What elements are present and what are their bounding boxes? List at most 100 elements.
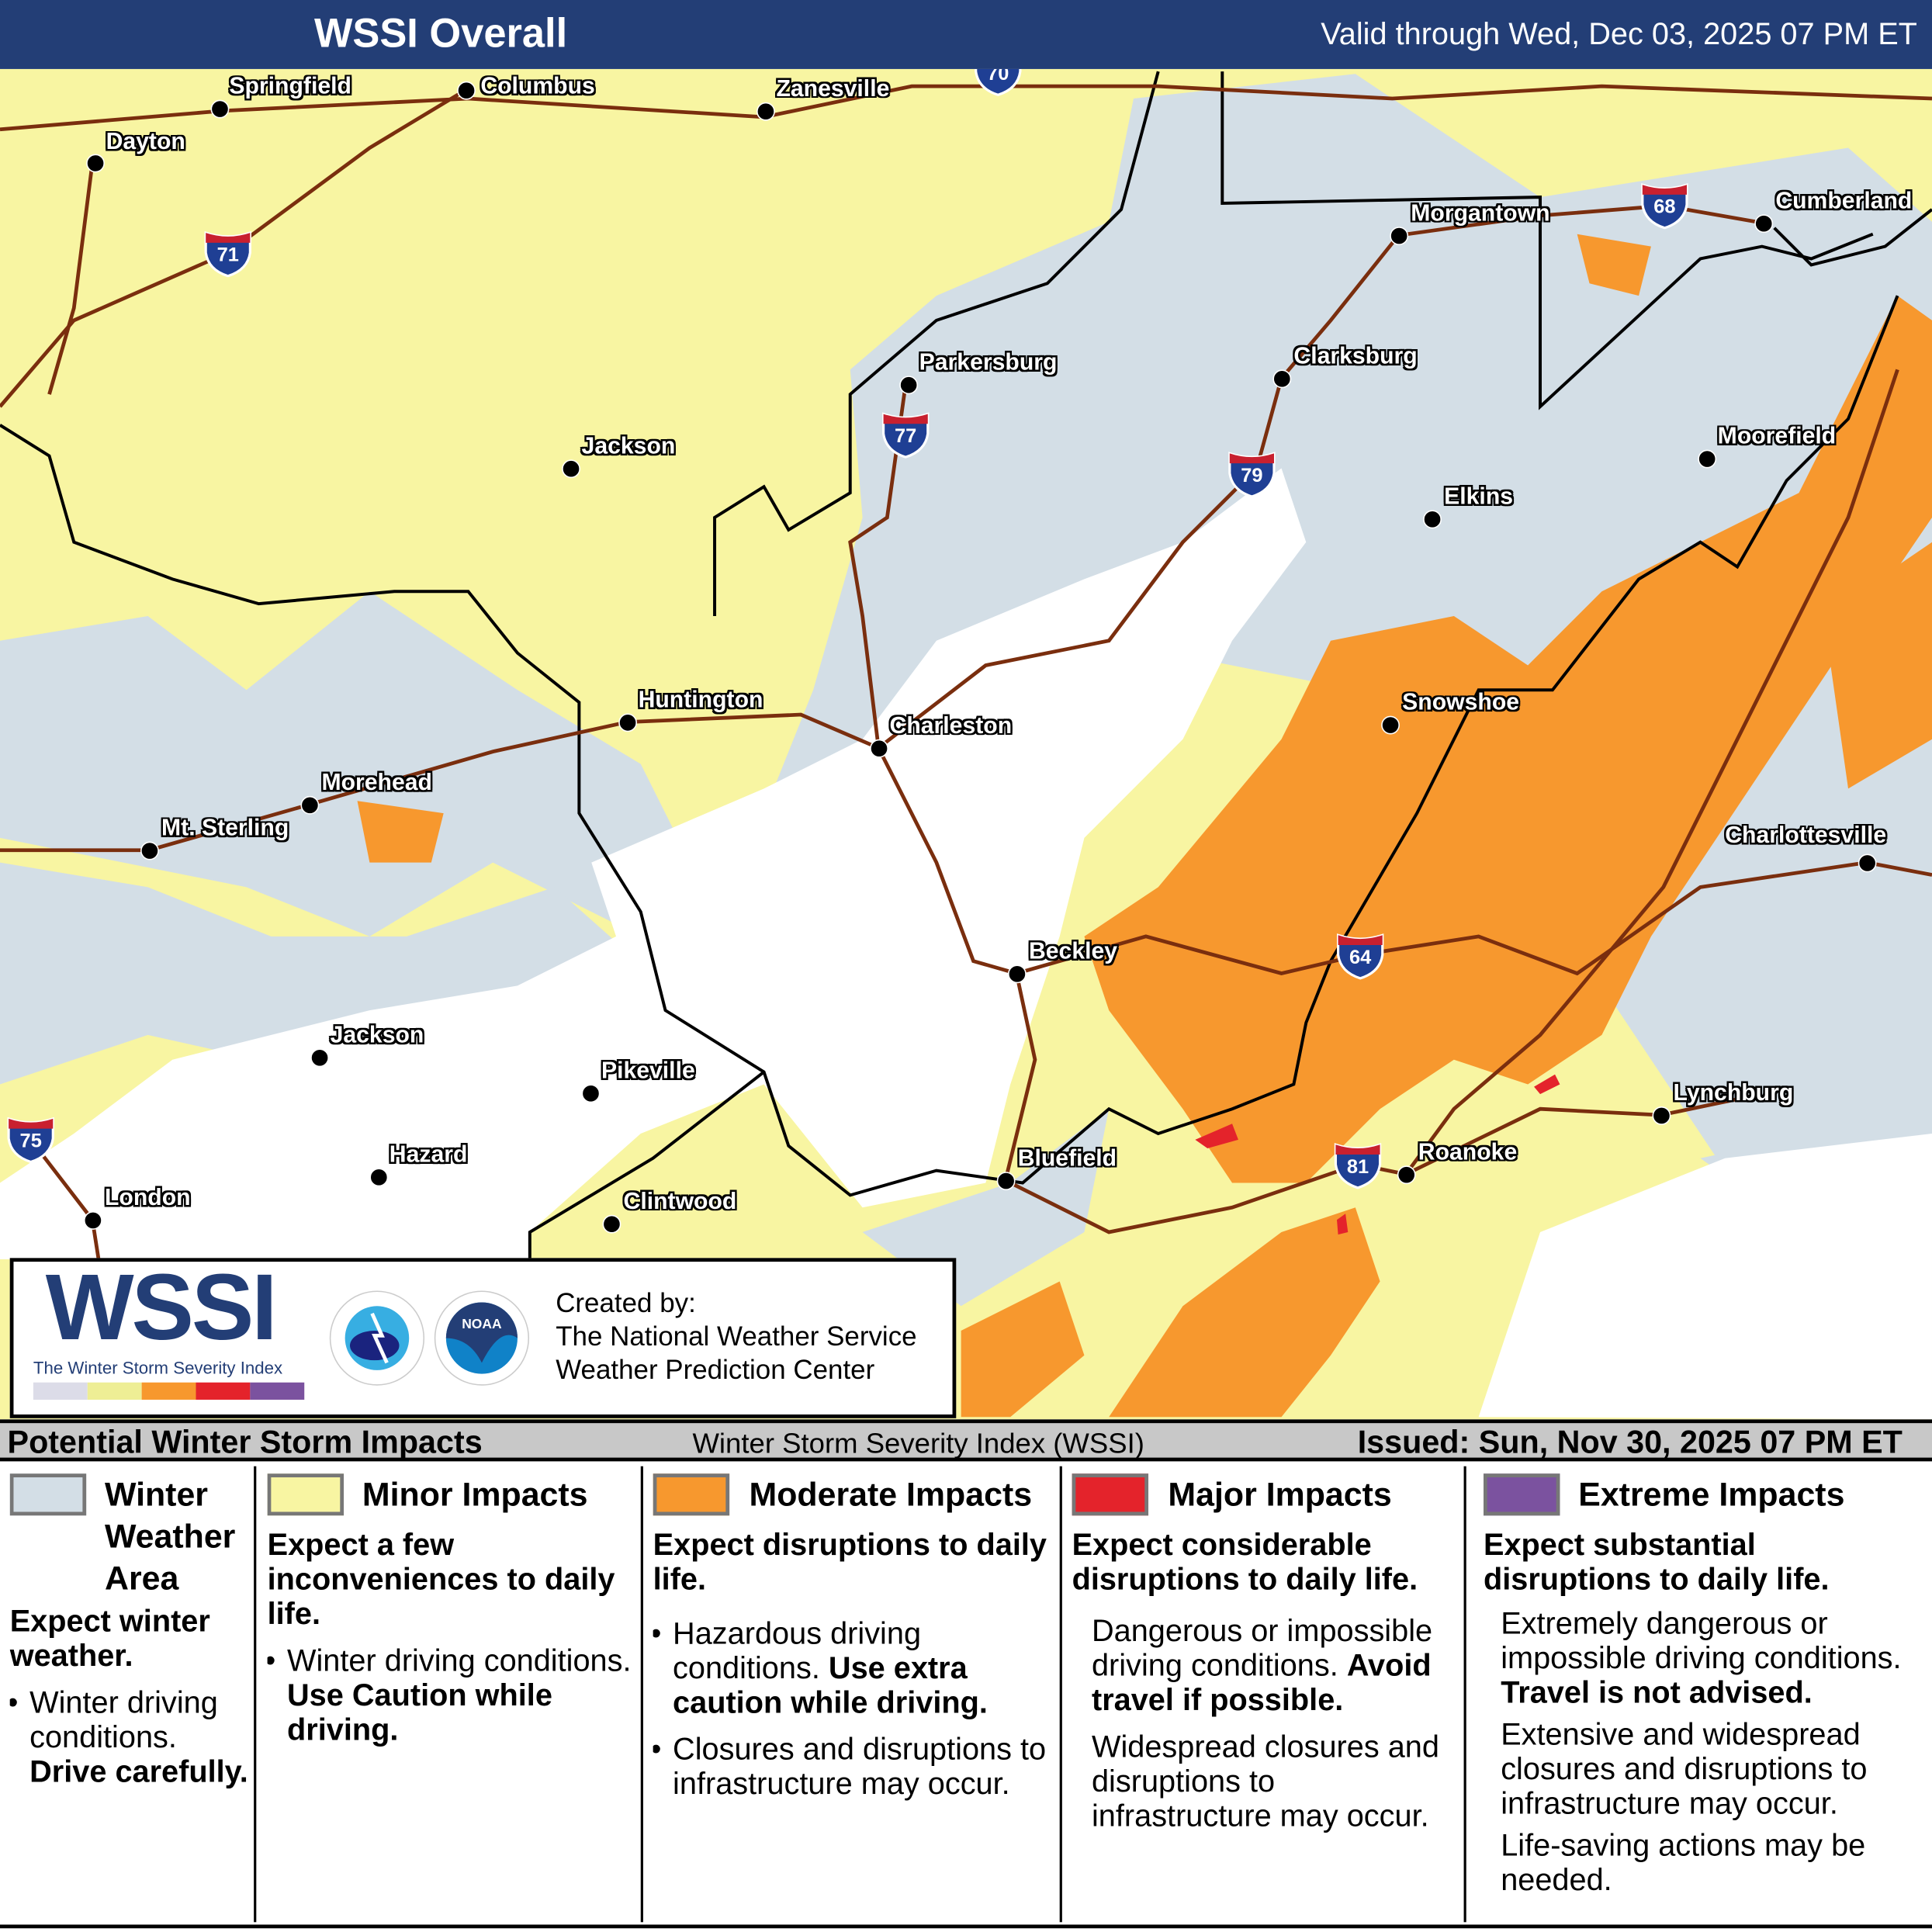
category-name: Major Impacts [1168, 1476, 1392, 1514]
city-marker [899, 376, 919, 395]
city-label: Hazard [389, 1142, 468, 1169]
city-label: Jackson [330, 1023, 424, 1049]
city-label: Cumberland [1775, 188, 1913, 215]
category-detail-1: •Hazardous driving conditions. Use extra… [653, 1616, 988, 1720]
category-summary: Expect substantial disruptions to daily … [1483, 1528, 1830, 1598]
legend-minor-impacts: Minor Impacts Expect a few inconvenience… [267, 1461, 641, 1924]
city-marker [210, 99, 230, 119]
logo-panel: WSSI The Winter Storm Severity Index NOA… [9, 1255, 957, 1418]
city-marker [1381, 715, 1400, 735]
city-label: Huntington [638, 687, 763, 714]
city-marker [1007, 964, 1027, 984]
legend-header: Potential Winter Storm Impacts Winter St… [0, 1419, 1932, 1462]
city-label: Lynchburg [1673, 1080, 1794, 1107]
category-detail-3: Life-saving actions may be needed. [1501, 1828, 1866, 1898]
noaa-seal-icon: NOAA [434, 1290, 530, 1386]
category-summary: Expect disruptions to daily life. [653, 1528, 1047, 1598]
interstate-shield-icon: 79 [1227, 451, 1277, 498]
city-label: London [104, 1185, 191, 1212]
interstate-shield-icon: 81 [1333, 1142, 1383, 1189]
minor-swatch [267, 1473, 345, 1516]
city-marker [1754, 214, 1774, 234]
city-marker [996, 1172, 1016, 1191]
nws-seal-icon [329, 1290, 425, 1386]
issued-time: Issued: Sun, Nov 30, 2025 07 PM ET [1357, 1423, 1903, 1460]
city-label: Snowshoe [1402, 690, 1520, 716]
city-label: Clarksburg [1293, 344, 1418, 370]
city-label: Bluefield [1017, 1145, 1117, 1172]
category-summary: Expect a few inconveniences to daily lif… [267, 1528, 615, 1632]
winter-weather-swatch [9, 1473, 87, 1516]
legend-extreme-impacts: Extreme Impacts Expect substantial disru… [1483, 1461, 1932, 1924]
svg-text:NOAA: NOAA [462, 1316, 502, 1331]
city-marker [1858, 853, 1877, 873]
org-nws: The National Weather Service [556, 1321, 917, 1352]
org-wpc: Weather Prediction Center [556, 1354, 875, 1385]
city-label: Roanoke [1418, 1139, 1518, 1166]
legend-subtitle: Winter Storm Severity Index (WSSI) [692, 1426, 1144, 1459]
city-label: Columbus [480, 74, 595, 100]
state-borders [0, 71, 1932, 1259]
category-detail-2: Widespread closures and disruptions to i… [1091, 1729, 1439, 1833]
interstate-shield-icon: 75 [6, 1117, 56, 1164]
city-marker [1423, 510, 1442, 529]
city-marker [1652, 1106, 1671, 1125]
category-name: Winter Weather Area [104, 1476, 236, 1598]
legend-major-impacts: Major Impacts Expect considerable disrup… [1072, 1461, 1464, 1924]
city-marker [870, 739, 888, 758]
city-marker [1390, 227, 1409, 246]
interstate-shield-icon: 71 [203, 230, 253, 278]
category-detail: •Winter driving conditions.Drive careful… [10, 1685, 248, 1789]
category-summary: Expect winter weather. [9, 1604, 210, 1674]
city-label: Morgantown [1411, 200, 1550, 227]
city-marker [300, 795, 320, 815]
wssi-tagline: The Winter Storm Severity Index [33, 1357, 283, 1378]
city-marker [562, 459, 580, 479]
major-impact-areas [1195, 1074, 1560, 1235]
city-marker [602, 1214, 621, 1234]
city-label: Parkersburg [919, 349, 1058, 376]
city-marker [83, 1211, 102, 1230]
category-detail-2: •Closures and disruptions to infrastruct… [653, 1732, 1047, 1802]
interstate-shield-icon: 64 [1335, 933, 1385, 980]
city-label: Dayton [106, 129, 185, 156]
major-swatch [1072, 1473, 1149, 1516]
city-label: Zanesville [776, 76, 890, 102]
category-detail-1: Dangerous or impossible driving conditio… [1091, 1614, 1433, 1718]
city-label: Mt. Sterling [161, 815, 289, 842]
city-marker [1397, 1165, 1416, 1185]
category-detail-2: Extensive and widespread closures and di… [1501, 1717, 1868, 1822]
map-title: WSSI Overall [313, 9, 568, 56]
interstate-shield-icon: 70 [974, 68, 1023, 96]
city-marker [757, 102, 775, 121]
city-label: Elkins [1444, 484, 1514, 511]
category-summary: Expect considerable disruptions to daily… [1072, 1528, 1418, 1598]
city-label: Jackson [581, 433, 676, 460]
category-detail: •Winter driving conditions. Use Caution … [268, 1643, 632, 1747]
category-name: Moderate Impacts [749, 1476, 1033, 1514]
city-marker [1272, 369, 1292, 389]
wssi-logo: WSSI [45, 1255, 278, 1361]
city-label: Clintwood [623, 1189, 737, 1215]
category-name: Extreme Impacts [1578, 1476, 1845, 1514]
interstate-shield-icon: 77 [881, 411, 930, 459]
legend-title: Potential Winter Storm Impacts [7, 1423, 483, 1460]
wssi-color-bar [33, 1382, 305, 1400]
city-marker [310, 1048, 329, 1068]
title-bar: WSSI Overall Valid through Wed, Dec 03, … [0, 0, 1932, 69]
category-detail-1: Extremely dangerous or impossible drivin… [1501, 1606, 1902, 1711]
map-canvas [0, 68, 1932, 1420]
city-label: Moorefield [1717, 424, 1837, 450]
legend-winter-weather-area: Winter Weather Area Expect winter weather.… [9, 1461, 255, 1924]
city-marker [1698, 449, 1717, 469]
city-label: Springfield [229, 74, 351, 100]
extreme-swatch [1483, 1473, 1560, 1516]
city-label: Pikeville [601, 1058, 695, 1085]
city-marker [618, 713, 638, 732]
category-name: Minor Impacts [362, 1476, 588, 1514]
city-label: Charlottesville [1725, 822, 1887, 850]
city-marker [581, 1084, 601, 1103]
valid-through: Valid through Wed, Dec 03, 2025 07 PM ET [1321, 17, 1917, 52]
moderate-impact-areas [357, 234, 1932, 1418]
